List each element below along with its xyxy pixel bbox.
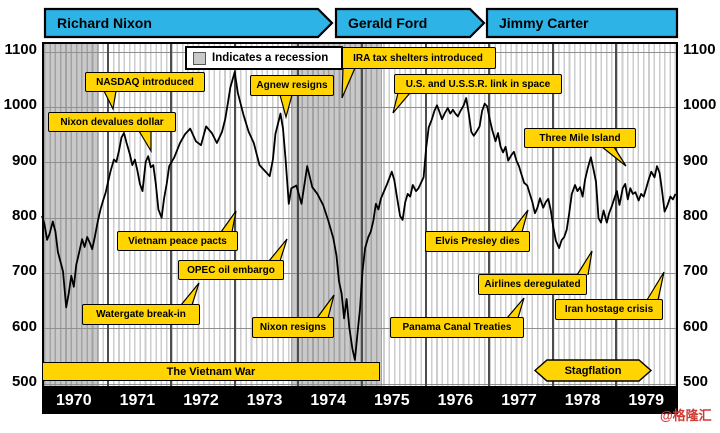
year-label: 1977 (501, 392, 537, 409)
year-gridline (615, 44, 618, 386)
y-axis-label-right: 500 (683, 373, 709, 390)
y-axis-label-left: 1000 (3, 96, 37, 114)
event-label: OPEC oil embargo (178, 260, 284, 280)
year-gridline (361, 44, 363, 386)
y-axis-label-right: 1000 (683, 96, 717, 114)
year-label: 1971 (119, 392, 156, 409)
y-axis-label-left: 600 (11, 317, 37, 335)
event-label: U.S. and U.S.S.R. link in space (394, 74, 562, 94)
y-axis-label-right: 600 (683, 317, 709, 335)
event-label: Nixon devalues dollar (48, 112, 176, 132)
y-axis-label-right: 1100 (683, 41, 716, 58)
event-label: Nixon resigns (252, 317, 334, 338)
event-label: IRA tax shelters introduced (340, 47, 496, 69)
y-axis-label-left: 800 (11, 207, 37, 224)
event-label: Three Mile Island (524, 128, 636, 148)
y-axis-label-left: 900 (11, 151, 37, 169)
year-label: 1975 (374, 392, 410, 409)
stagflation-banner-label: Stagflation (564, 364, 622, 377)
year-gridline (106, 44, 109, 386)
year-label: 1976 (437, 392, 474, 409)
president-banner-label: Jimmy Carter (499, 15, 589, 31)
recession-legend: Indicates a recession (185, 46, 343, 70)
event-label: Agnew resigns (250, 75, 334, 96)
y-axis-label-right: 800 (683, 207, 709, 224)
year-label: 1979 (628, 392, 664, 409)
plot-area (42, 42, 678, 388)
y-axis-label-left: 700 (11, 262, 37, 280)
recession-band (44, 44, 100, 386)
year-label: 1972 (183, 392, 219, 409)
president-banner-label: Gerald Ford (348, 15, 428, 31)
recession-swatch-icon (193, 51, 206, 65)
h-gridline (44, 217, 676, 219)
year-label: 1970 (56, 392, 92, 409)
president-banner-label: Richard Nixon (57, 15, 152, 31)
event-label: Vietnam peace pacts (117, 231, 238, 251)
h-gridline (44, 328, 676, 330)
year-label: 1978 (564, 392, 601, 409)
year-gridline (551, 44, 554, 386)
year-label: 1974 (310, 392, 346, 409)
event-label: Airlines deregulated (478, 274, 587, 295)
year-gridline (170, 44, 173, 386)
x-axis-year-band: 1970 1971 1972 1973 1974 1975 1976 1977 1978 1979 (42, 388, 678, 414)
event-label: Watergate break-in (82, 304, 200, 325)
event-label: Panama Canal Treaties (390, 317, 524, 338)
vietnam-war-banner: The Vietnam War (42, 362, 380, 381)
y-axis-label-right: 900 (683, 151, 709, 169)
watermark: @格隆汇 (660, 408, 712, 423)
h-gridline (44, 106, 676, 108)
event-label: Elvis Presley dies (425, 231, 530, 252)
year-label: 1973 (246, 392, 283, 409)
h-gridline (44, 383, 676, 385)
y-axis-label-left: 500 (11, 373, 37, 390)
event-label: Iran hostage crisis (555, 299, 663, 320)
h-gridline (44, 162, 676, 164)
event-label: NASDAQ introduced (85, 72, 205, 92)
y-axis-label-left: 1100 (4, 41, 37, 58)
legend-label: Indicates a recession (212, 52, 329, 64)
year-gridline (233, 44, 236, 386)
y-axis-label-right: 700 (683, 262, 709, 280)
